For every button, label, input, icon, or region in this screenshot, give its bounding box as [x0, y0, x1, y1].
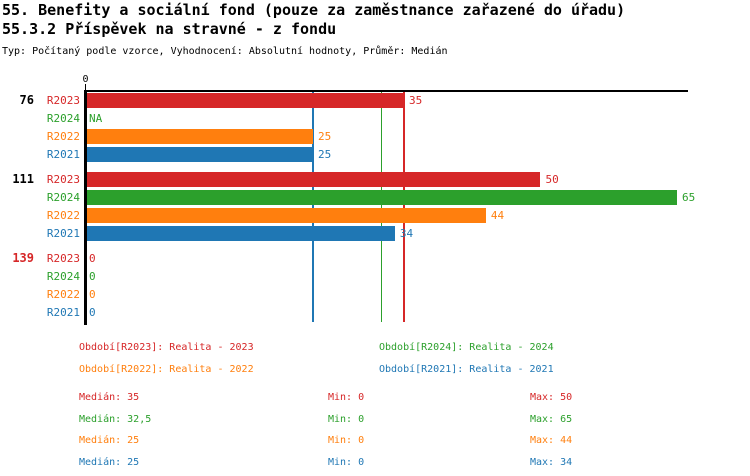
bar-value-label: 34 [399, 227, 414, 240]
row-label-R2022: R2022 [46, 209, 80, 222]
median-line-R2021 [312, 91, 314, 322]
stat-median-R2023: Medián: 35 [79, 392, 140, 403]
bar-value-label: 0 [89, 270, 96, 283]
group-label-76: 76 [19, 93, 34, 107]
bar-111-R2024 [86, 190, 677, 205]
bar-value-label: 35 [409, 94, 423, 107]
row-label-R2024: R2024 [46, 112, 80, 125]
row-label-R2023: R2023 [46, 252, 80, 265]
bar-value-label: 0 [89, 306, 96, 319]
bar-value-label: 25 [318, 130, 332, 143]
median-line-R2024 [380, 91, 382, 322]
row-label-R2022: R2022 [46, 130, 80, 143]
bar-value-label: 25 [318, 148, 332, 161]
bar-value-label: 0 [89, 288, 96, 301]
stat-median-R2022: Medián: 25 [79, 435, 140, 446]
median-line-R2023 [403, 91, 405, 322]
stat-median-R2021: Medián: 25 [79, 456, 140, 468]
row-label-R2024: R2024 [46, 191, 80, 204]
legend-item-R2023: Období[R2023]: Realita - 2023 [79, 342, 254, 353]
row-label-R2023: R2023 [46, 94, 80, 107]
row-label-R2021: R2021 [46, 306, 80, 319]
bar-111-R2023 [86, 172, 541, 187]
row-label-R2021: R2021 [46, 227, 80, 240]
bar-111-R2022 [86, 208, 486, 223]
legend-item-R2024: Období[R2024]: Realita - 2024 [379, 342, 554, 353]
y-axis-line [84, 90, 87, 325]
row-label-R2022: R2022 [46, 288, 80, 301]
chart-meta-line: Typ: Počítaný podle vzorce, Vyhodnocení:… [2, 46, 448, 57]
group-label-111: 111 [12, 172, 34, 186]
bar-value-label: 50 [545, 173, 559, 186]
row-label-R2023: R2023 [46, 173, 80, 186]
x-axis-tick-label-0: 0 [82, 74, 89, 85]
bar-111-R2021 [86, 226, 395, 241]
legend-item-R2021: Období[R2021]: Realita - 2021 [379, 363, 554, 375]
page-subtitle: 55.3.2 Příspěvek na stravné - z fondu [2, 20, 337, 38]
stat-min-R2022: Min: 0 [328, 435, 365, 446]
stat-min-R2023: Min: 0 [328, 392, 365, 403]
stat-median-R2024: Medián: 32,5 [79, 413, 152, 425]
page-title: 55. Benefity a sociální fond (pouze za z… [2, 1, 626, 19]
row-label-R2021: R2021 [46, 148, 80, 161]
bar-76-R2022 [86, 129, 313, 144]
axis-top-line [85, 90, 688, 92]
group-label-139: 139 [12, 251, 34, 265]
stat-min-R2024: Min: 0 [328, 413, 365, 425]
stat-max-R2021: Max: 34 [530, 456, 573, 468]
bar-value-label: NA [89, 112, 103, 125]
bar-76-R2021 [86, 147, 313, 162]
stat-max-R2023: Max: 50 [530, 392, 573, 403]
bar-value-label: 65 [682, 191, 696, 204]
row-label-R2024: R2024 [46, 270, 80, 283]
x-axis-tick-mark [84, 84, 87, 90]
bar-value-label: 0 [89, 252, 96, 265]
stat-max-R2022: Max: 44 [530, 435, 573, 446]
bar-76-R2023 [86, 93, 404, 108]
bar-value-label: 44 [490, 209, 505, 222]
stat-max-R2024: Max: 65 [530, 413, 573, 425]
legend-item-R2022: Období[R2022]: Realita - 2022 [79, 363, 254, 375]
stat-min-R2021: Min: 0 [328, 456, 365, 468]
